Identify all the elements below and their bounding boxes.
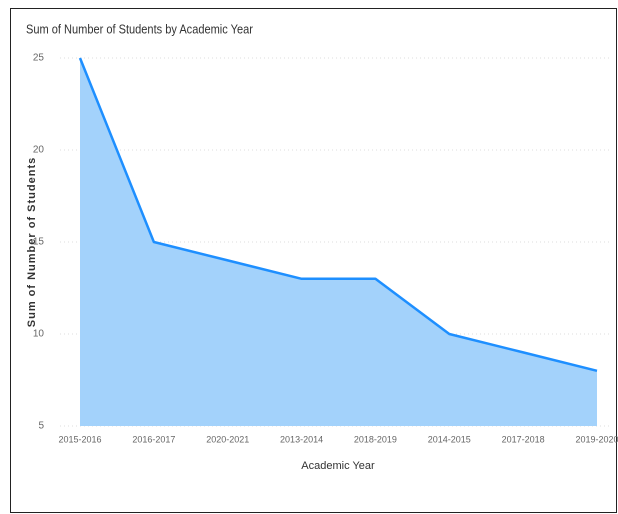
y-axis-label: Sum of Number of Students — [26, 157, 38, 327]
y-tick-label: 20 — [33, 145, 45, 156]
x-tick-label: 2016-2017 — [132, 434, 175, 444]
area-fill — [80, 58, 597, 426]
y-tick-label: 5 — [38, 421, 44, 432]
chart-title: Sum of Number of Students by Academic Ye… — [26, 22, 253, 37]
x-tick-label: 2019-2020 — [575, 434, 618, 444]
x-tick-label: 2014-2015 — [428, 434, 471, 444]
x-tick-label: 2015-2016 — [58, 434, 101, 444]
x-tick-label: 2017-2018 — [502, 434, 545, 444]
area-line — [78, 57, 598, 373]
y-tick-label: 15 — [33, 237, 45, 248]
x-axis-label: Academic Year — [301, 460, 375, 472]
y-tick-label: 10 — [33, 329, 45, 340]
y-tick-label: 25 — [33, 53, 45, 64]
x-tick-label: 2020-2021 — [206, 434, 249, 444]
x-tick-label: 2018-2019 — [354, 434, 397, 444]
x-tick-label: 2013-2014 — [280, 434, 323, 444]
